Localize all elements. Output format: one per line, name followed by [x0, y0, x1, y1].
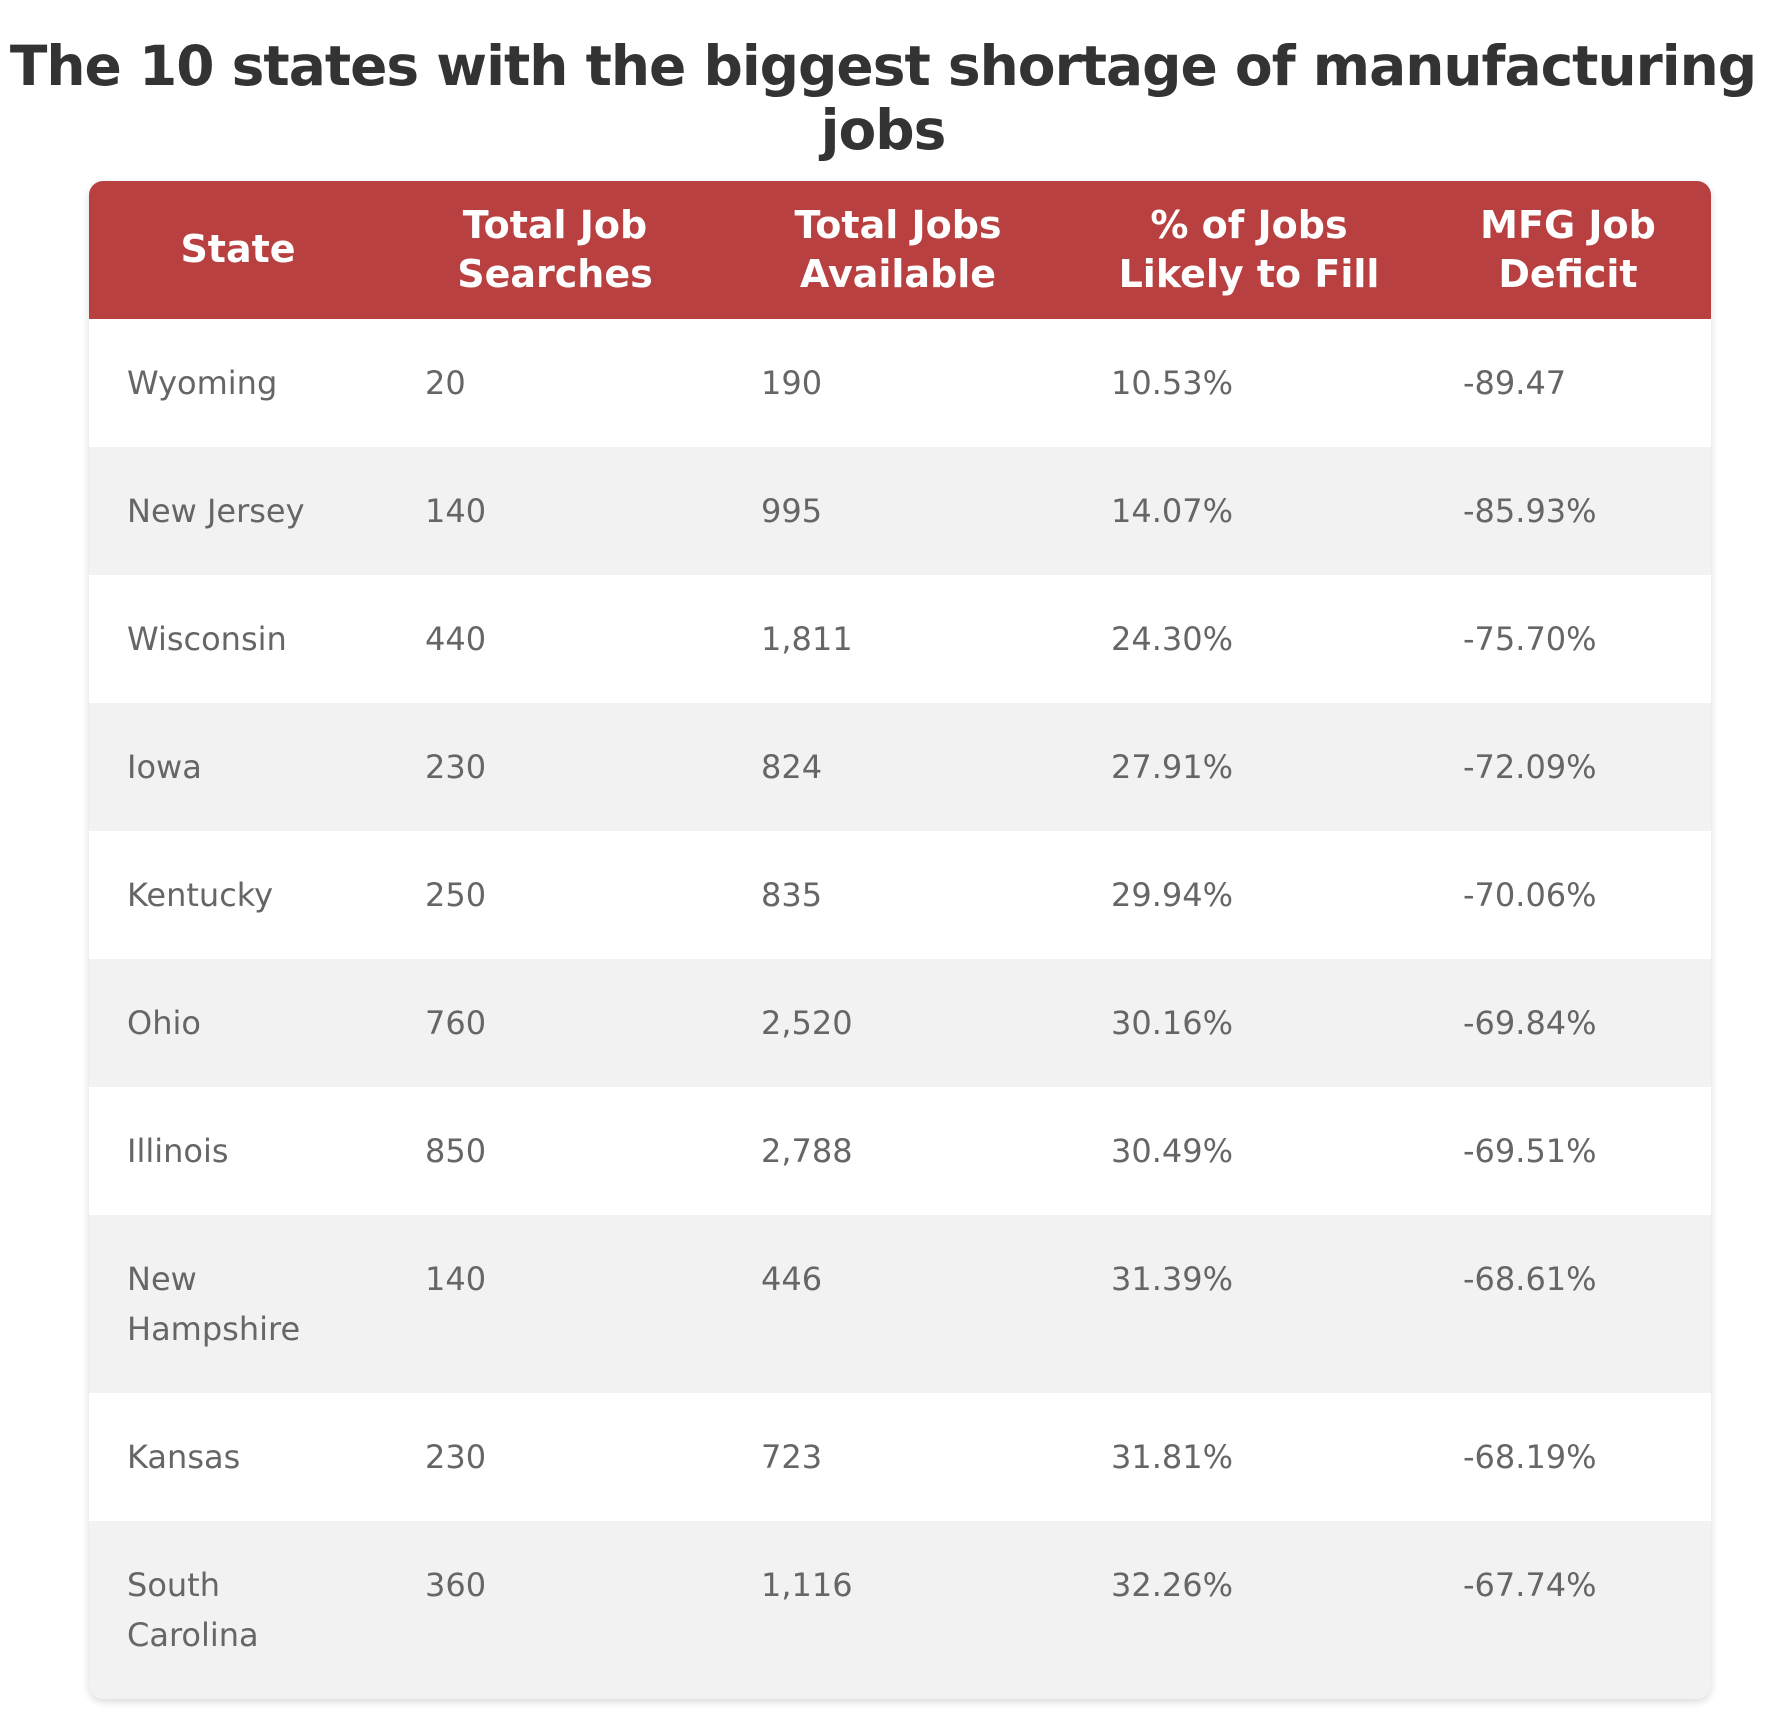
table-cell: Wisconsin: [127, 620, 287, 658]
column-header: MFG Job Deficit: [1425, 181, 1711, 319]
table-cell: Illinois: [127, 1132, 229, 1170]
table-cell: 995: [723, 447, 1073, 575]
table-cell: 20: [425, 364, 466, 402]
table-cell: 250: [425, 876, 487, 914]
table-cell: 190: [761, 364, 823, 402]
table-cell: 230: [387, 703, 723, 831]
table-row: New Jersey 140 995 14.07% -85.93%: [89, 447, 1711, 575]
table-cell: 30.49%: [1111, 1132, 1234, 1170]
table-cell: New Jersey: [89, 447, 387, 575]
table-cell: 32.26%: [1073, 1521, 1425, 1699]
table-cell: 24.30%: [1111, 620, 1234, 658]
table-cell: -89.47: [1463, 364, 1567, 402]
table-cell: 2,520: [723, 959, 1073, 1087]
header-row: State Total Job Searches Total Jobs Availa…: [89, 181, 1711, 319]
table-cell: 31.39%: [1073, 1215, 1425, 1393]
table-cell: 835: [761, 876, 823, 914]
table-cell: -69.84%: [1425, 959, 1711, 1087]
table-cell: 230: [425, 1438, 487, 1476]
table-cell: 27.91%: [1073, 703, 1425, 831]
table-cell: -69.51%: [1463, 1132, 1597, 1170]
table-cell: New Hampshire: [89, 1215, 387, 1393]
table-cell: -85.93%: [1425, 447, 1711, 575]
column-header: Total Jobs Available: [723, 181, 1073, 319]
table-cell: 850: [425, 1132, 487, 1170]
table-cell: 2,788: [761, 1132, 853, 1170]
table-cell: -68.19%: [1463, 1438, 1597, 1476]
table-cell: Wyoming: [127, 364, 278, 402]
table-row: Ohio 760 2,520 30.16% -69.84%: [89, 959, 1711, 1087]
table-cell: 723: [761, 1438, 823, 1476]
table-cell: 446: [723, 1215, 1073, 1393]
table-row: Wyoming 20 190 10.53% -89.47: [89, 319, 1711, 447]
table-cell: 140: [387, 1215, 723, 1393]
table-cell: 29.94%: [1111, 876, 1234, 914]
table-cell: -68.61%: [1425, 1215, 1711, 1393]
table-cell: -70.06%: [1463, 876, 1597, 914]
table-cell: Kentucky: [127, 876, 274, 914]
table-cell: 10.53%: [1111, 364, 1234, 402]
table-cell: Kansas: [127, 1438, 241, 1476]
table-row: South Carolina 360 1,116 32.26% -67.74%: [89, 1521, 1711, 1699]
table-header: State Total Job Searches Total Jobs Availa…: [89, 181, 1711, 319]
table-cell: 30.16%: [1073, 959, 1425, 1087]
table-row: Illinois 850 2,788 30.49% -69.51%: [89, 1087, 1711, 1215]
data-table: State Total Job Searches Total Jobs Availa…: [89, 181, 1711, 1699]
table-row: Kentucky 250 835 29.94% -70.06%: [89, 831, 1711, 959]
table-row: Kansas 230 723 31.81% -68.19%: [89, 1393, 1711, 1521]
table-cell: 760: [387, 959, 723, 1087]
table-cell: 31.81%: [1111, 1438, 1234, 1476]
table-cell: Ohio: [89, 959, 387, 1087]
table-cell: 360: [387, 1521, 723, 1699]
table-body: Wyoming 20 190 10.53% -89.47 New Jersey 140 995…: [89, 319, 1711, 1699]
table-cell: -72.09%: [1425, 703, 1711, 831]
table-cell: 1,116: [723, 1521, 1073, 1699]
table-cell: South Carolina: [89, 1521, 387, 1699]
table-cell: -75.70%: [1463, 620, 1597, 658]
table-cell: Iowa: [89, 703, 387, 831]
table-cell: 1,811: [761, 620, 853, 658]
column-header: State: [89, 181, 387, 319]
page-title: The 10 states with the biggest shortage …: [9, 34, 1757, 162]
table-row: Wisconsin 440 1,811 24.30% -75.70%: [89, 575, 1711, 703]
table-cell: 440: [425, 620, 487, 658]
column-header: % of Jobs Likely to Fill: [1073, 181, 1425, 319]
table-row: Iowa 230 824 27.91% -72.09%: [89, 703, 1711, 831]
table-cell: 824: [723, 703, 1073, 831]
table-card: State Total Job Searches Total Jobs Availa…: [89, 181, 1711, 1699]
column-header: Total Job Searches: [387, 181, 723, 319]
table-cell: 140: [387, 447, 723, 575]
table-cell: 14.07%: [1073, 447, 1425, 575]
table-cell: -67.74%: [1425, 1521, 1711, 1699]
table-row: New Hampshire 140 446 31.39% -68.61%: [89, 1215, 1711, 1393]
